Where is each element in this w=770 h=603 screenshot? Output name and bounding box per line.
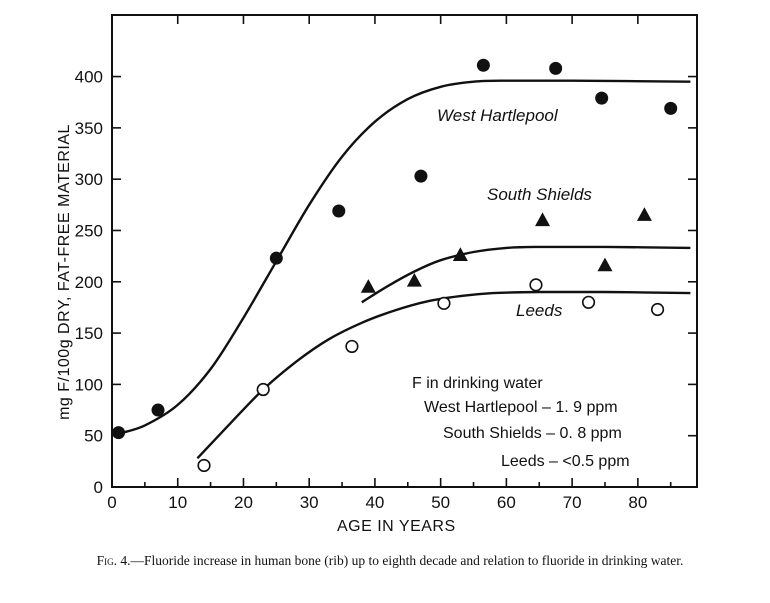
y-tick-label: 50 — [84, 427, 103, 446]
x-axis-title: AGE IN YEARS — [337, 518, 456, 535]
point-south-shields — [597, 257, 613, 272]
note-title: F in drinking water — [412, 375, 543, 392]
point-leeds — [581, 295, 596, 309]
point-west-hartlepool — [151, 403, 165, 417]
point-leeds — [529, 278, 543, 292]
point-south-shields — [535, 212, 551, 227]
caption-text: —Fluoride increase in human bone (rib) u… — [130, 553, 684, 568]
point-south-shields — [636, 207, 652, 221]
point-west-hartlepool — [269, 251, 283, 265]
chart: 0 10 20 30 40 50 60 70 80 0 50 100 150 200 250 300 350 40… — [56, 14, 698, 535]
x-tick-label: 10 — [168, 493, 187, 512]
point-west-hartlepool — [595, 91, 609, 105]
note-line-leeds: Leeds – <0.5 ppm — [501, 453, 630, 470]
y-tick-label: 250 — [75, 221, 103, 240]
y-tick-label: 200 — [75, 273, 103, 292]
y-tick-label: 400 — [75, 68, 103, 87]
caption-fig-label: Fig. 4. — [96, 553, 131, 568]
point-west-hartlepool — [332, 204, 346, 218]
x-tick-label: 60 — [497, 493, 516, 512]
figure-caption: Fig. 4.—Fluoride increase in human bone … — [40, 552, 740, 569]
point-west-hartlepool — [476, 58, 490, 72]
x-tick-label: 30 — [300, 493, 319, 512]
x-tick-label: 70 — [563, 493, 582, 512]
point-leeds — [650, 302, 665, 317]
note-line-south-shields: South Shields – 0. 8 ppm — [443, 425, 622, 442]
point-west-hartlepool — [112, 426, 126, 440]
y-tick-label: 300 — [75, 170, 103, 189]
x-tick-label: 80 — [628, 493, 647, 512]
plot-frame — [111, 14, 698, 488]
point-leeds — [437, 296, 451, 310]
point-south-shields — [452, 247, 468, 261]
point-west-hartlepool — [664, 101, 678, 115]
data-points — [112, 58, 678, 473]
y-axis-title: mg F/100g DRY, FAT-FREE MATERIAL — [56, 124, 73, 420]
point-leeds — [345, 339, 359, 354]
point-south-shields — [406, 272, 422, 287]
series-labels: West Hartlepool South Shields Leeds — [437, 106, 592, 320]
drinking-water-note: F in drinking water West Hartlepool – 1.… — [412, 375, 630, 470]
point-leeds — [197, 458, 211, 473]
x-tick-label: 40 — [365, 493, 384, 512]
y-tick-label: 0 — [94, 478, 103, 497]
y-tick-label: 150 — [75, 324, 103, 343]
axes: 0 10 20 30 40 50 60 70 80 0 50 100 150 200 250 300 350 40… — [75, 14, 698, 512]
series-label-south-shields: South Shields — [487, 185, 592, 204]
series-label-leeds: Leeds — [516, 301, 563, 320]
fit-curve-south-shields — [361, 245, 691, 304]
series-label-west-hartlepool: West Hartlepool — [437, 106, 559, 125]
note-line-west-hartlepool: West Hartlepool – 1. 9 ppm — [424, 399, 618, 416]
y-tick-label: 100 — [75, 375, 103, 394]
point-west-hartlepool — [414, 169, 428, 183]
x-tick-label: 50 — [431, 493, 450, 512]
y-tick-label: 350 — [75, 119, 103, 138]
x-tick-label: 20 — [234, 493, 253, 512]
point-leeds — [256, 382, 270, 397]
x-tick-label: 0 — [107, 493, 116, 512]
fit-curve-west-hartlepool — [118, 79, 691, 435]
point-west-hartlepool — [549, 61, 563, 75]
point-south-shields — [360, 279, 376, 293]
